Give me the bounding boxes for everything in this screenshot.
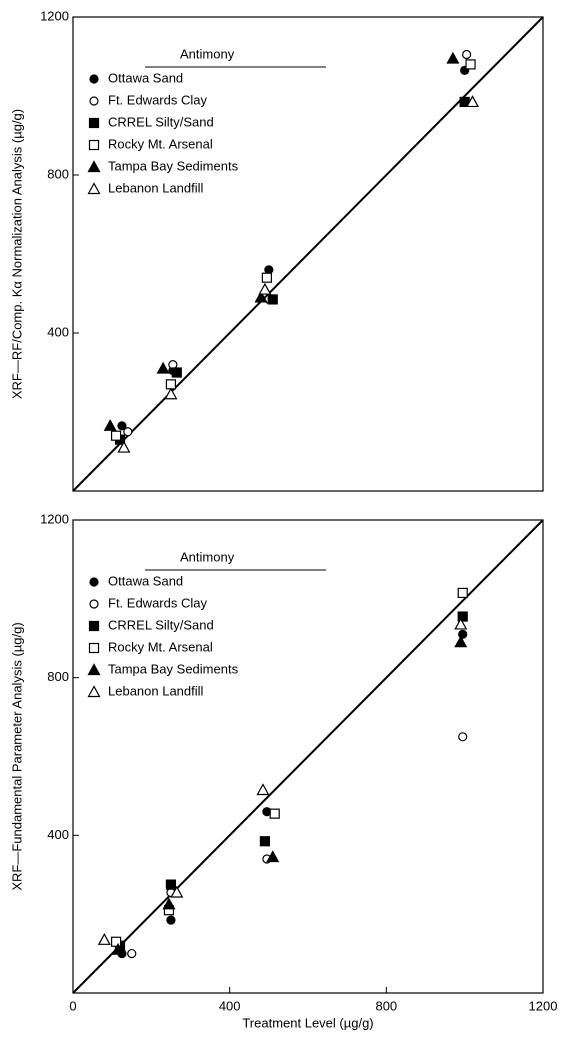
marker xyxy=(87,182,101,195)
marker xyxy=(446,51,460,64)
legend-label: Rocky Mt. Arsenal xyxy=(108,639,213,654)
legend-label: Lebanon Landfill xyxy=(108,683,204,698)
legend-label: Tampa Bay Sediments xyxy=(108,158,239,173)
marker xyxy=(123,427,133,437)
y-tick-label: 1200 xyxy=(40,511,69,526)
marker xyxy=(88,620,100,632)
marker xyxy=(259,836,271,847)
identity-line xyxy=(72,16,544,492)
marker xyxy=(89,577,99,587)
marker xyxy=(156,361,170,374)
y-axis-label: XRF—Fundamental Parameter Analysis (µg/g… xyxy=(9,622,24,890)
marker xyxy=(465,59,476,70)
marker xyxy=(254,290,268,303)
x-tick-label: 800 xyxy=(375,998,397,1013)
x-tick-label: 0 xyxy=(69,998,76,1013)
y-tick-label: 1200 xyxy=(40,8,69,23)
legend-label: CRREL Silty/Sand xyxy=(108,617,214,632)
marker xyxy=(117,440,131,453)
x-tick-label: 1200 xyxy=(529,998,558,1013)
y-tick-label: 400 xyxy=(47,827,69,842)
marker xyxy=(261,272,272,283)
marker xyxy=(258,282,272,295)
marker xyxy=(88,642,100,654)
legend-label: Lebanon Landfill xyxy=(108,180,204,195)
marker xyxy=(162,897,176,910)
marker xyxy=(171,367,182,378)
legend-label: Tampa Bay Sediments xyxy=(108,661,239,676)
marker xyxy=(89,96,99,106)
marker xyxy=(454,635,468,648)
marker xyxy=(168,360,178,370)
marker xyxy=(111,942,125,955)
marker xyxy=(164,387,178,400)
legend-label: Ottawa Sand xyxy=(108,573,183,588)
marker xyxy=(458,732,468,742)
marker xyxy=(256,783,270,796)
marker xyxy=(127,948,137,959)
legend-label: CRREL Silty/Sand xyxy=(108,114,214,129)
marker xyxy=(454,617,468,630)
legend-label: Ft. Edwards Clay xyxy=(108,595,207,610)
legend-label: Rocky Mt. Arsenal xyxy=(108,136,213,151)
marker xyxy=(267,294,278,305)
legend-title: Antimony xyxy=(180,46,235,61)
x-tick-label: 400 xyxy=(219,998,241,1013)
marker xyxy=(97,933,111,945)
marker xyxy=(87,663,101,676)
marker xyxy=(117,421,127,431)
marker xyxy=(170,885,184,898)
marker xyxy=(89,599,99,609)
plot-frame xyxy=(72,16,544,492)
marker xyxy=(462,49,472,60)
marker xyxy=(269,808,280,819)
marker xyxy=(166,915,176,925)
legend-label: Ottawa Sand xyxy=(108,70,183,85)
y-axis-label: XRF—RF/Comp. Kα Normalization Analysis (… xyxy=(9,109,24,399)
marker xyxy=(264,265,274,275)
legend-label: Ft. Edwards Clay xyxy=(108,92,207,107)
y-tick-label: 800 xyxy=(47,166,69,181)
marker xyxy=(87,160,101,173)
identity-line xyxy=(72,519,544,994)
marker xyxy=(110,936,122,947)
marker xyxy=(266,850,280,863)
marker xyxy=(87,685,101,698)
plot-frame xyxy=(72,519,544,994)
y-tick-label: 400 xyxy=(47,324,69,339)
marker xyxy=(88,117,100,129)
marker xyxy=(103,419,117,431)
marker xyxy=(88,139,100,151)
x-axis-label: Treatment Level (µg/g) xyxy=(242,1015,373,1030)
marker xyxy=(110,430,122,441)
y-tick-label: 800 xyxy=(47,669,69,684)
marker xyxy=(457,611,468,622)
marker xyxy=(89,74,99,84)
marker xyxy=(465,95,480,108)
legend-title: Antimony xyxy=(180,549,235,564)
marker xyxy=(457,587,468,599)
marker xyxy=(165,879,177,890)
